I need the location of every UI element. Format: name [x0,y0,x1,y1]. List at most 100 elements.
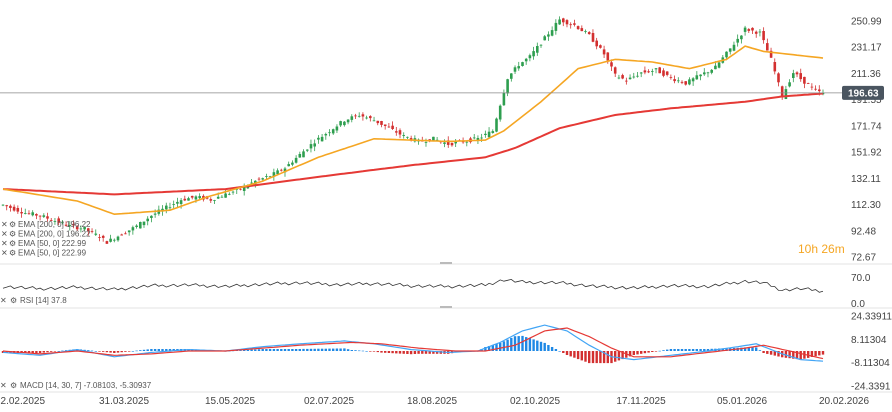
macd-legend-gear-icon[interactable]: ⚙ [10,381,17,390]
candle [736,38,739,43]
macd-histogram-bar [298,349,301,351]
candle [740,35,743,40]
macd-histogram-bar [513,336,517,351]
rsi-legend-close-icon[interactable]: ✕ [0,296,7,305]
candle [343,121,346,126]
price-y-tick-label: 151.92 [851,148,882,159]
indicator-gear-icon[interactable]: ⚙ [9,239,16,248]
candle [487,131,491,138]
rsi-legend[interactable]: ✕ ⚙ RSI [14] 37.8 [0,296,67,305]
price-y-tick-label: 191.55 [851,95,882,106]
macd-histogram-bar [398,351,402,354]
indicator-gear-icon[interactable]: ⚙ [9,220,16,229]
macd-histogram-bar [57,351,60,352]
candle [239,188,242,190]
macd-histogram-bar [550,347,554,351]
candle [806,83,810,84]
indicator-legend[interactable]: ✕ ⚙ EMA [200, 0] 196.22✕ ⚙ EMA [200, 0] 196.… [1,220,91,258]
macd-histogram-bar [339,348,342,351]
candle [331,129,335,134]
indicator-gear-icon[interactable]: ⚙ [9,249,16,258]
macd-histogram-bar [554,349,558,351]
candle [777,73,780,83]
candle [491,131,495,133]
macd-histogram-bar [395,351,398,354]
candle [543,36,546,41]
macd-histogram-bar [721,348,724,351]
candle [517,66,520,69]
macd-histogram-bar [821,351,825,355]
macd-histogram-bar [788,351,791,359]
panel-resize-handle[interactable] [440,262,452,264]
macd-histogram-bar [64,350,68,351]
candle [665,71,669,75]
candle [287,164,290,167]
candle [558,19,561,25]
indicator-close-icon[interactable]: ✕ [1,230,8,239]
candle [12,206,16,211]
candle [621,75,624,79]
candle [190,195,194,198]
macd-histogram-bar [621,351,624,360]
candle [72,223,75,226]
indicator-gear-icon[interactable]: ⚙ [9,230,16,239]
indicator-close-icon[interactable]: ✕ [1,220,8,229]
indicator-close-icon[interactable]: ✕ [1,249,8,258]
macd-panel[interactable]: 24.33911 8.11304 -8.11304 -24.3391 ✕ ⚙ MACD… [0,312,892,393]
candle [213,200,216,201]
macd-histogram-bar [246,349,250,351]
panel-resize-handle[interactable] [440,306,452,308]
macd-legend[interactable]: ✕ ⚙ MACD [14, 30, 7] -7.08103, -5.30937 [0,381,152,390]
macd-histogram-bar [432,351,435,354]
candle [710,69,713,73]
macd-histogram-bar [751,347,754,351]
macd-histogram-bar [640,351,643,354]
candle [795,72,799,75]
candle [124,233,127,235]
macd-histogram-bar [402,351,405,354]
candle [68,225,72,227]
candle [272,172,276,177]
macd-histogram-bar [105,351,109,353]
candle [432,136,435,141]
candle [131,227,135,231]
macd-histogram-bar [50,351,53,352]
candle [725,51,728,58]
candle [717,62,721,68]
candle [365,117,368,119]
macd-histogram-bar [135,350,138,352]
candle [480,137,483,139]
macd-histogram-bar [376,351,379,353]
candle [680,81,684,83]
candle [335,126,339,131]
macd-histogram-bar [558,351,561,352]
candle [313,143,316,147]
price-y-tick-label: 211.36 [851,69,881,80]
macd-y-axis: 24.33911 8.11304 -8.11304 -24.3391 [851,312,892,393]
candle [654,68,658,70]
macd-histogram-bar [124,351,127,352]
macd-histogram-bar [98,351,101,352]
candle [495,118,498,132]
macd-histogram-bar [777,351,780,357]
macd-histogram-bar [424,351,428,354]
candle [446,140,450,145]
macd-histogram-bar [146,349,149,351]
candle [636,75,639,77]
rsi-legend-gear-icon[interactable]: ⚙ [10,296,17,305]
indicator-close-icon[interactable]: ✕ [1,239,8,248]
candle [573,23,576,25]
macd-histogram-bar [647,351,650,353]
macd-histogram-bar [599,351,602,364]
candle [83,227,86,230]
price-panel[interactable]: 250.99 231.17 211.36 191.55 171.74 151.92 132.… [0,16,884,264]
rsi-panel[interactable]: 70.0 0.0 ✕ ⚙ RSI [14] 37.8 [0,273,871,310]
macd-histogram-bar [350,350,353,351]
macd-legend-close-icon[interactable]: ✕ [0,381,7,390]
macd-histogram-bar [254,349,257,351]
indicator-label: EMA [200, 0] 196.22 [18,220,91,229]
candle [554,22,558,31]
candle [168,207,172,209]
macd-histogram-bar [677,349,680,351]
candle [502,92,506,106]
